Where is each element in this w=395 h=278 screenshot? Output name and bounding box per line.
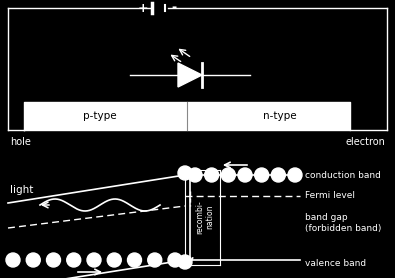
Circle shape — [168, 253, 182, 267]
Text: n-type: n-type — [263, 111, 297, 121]
Text: -: - — [171, 1, 177, 14]
Text: conduction band: conduction band — [305, 170, 381, 180]
Circle shape — [288, 168, 302, 182]
Circle shape — [26, 253, 40, 267]
Text: +: + — [138, 1, 148, 14]
Circle shape — [255, 168, 269, 182]
Circle shape — [178, 166, 192, 180]
Circle shape — [205, 168, 219, 182]
Polygon shape — [178, 63, 202, 87]
Circle shape — [47, 253, 60, 267]
Circle shape — [221, 168, 235, 182]
Circle shape — [188, 168, 202, 182]
Circle shape — [87, 253, 101, 267]
Text: light: light — [10, 185, 33, 195]
Text: hole: hole — [10, 137, 31, 147]
Text: electron: electron — [345, 137, 385, 147]
Bar — [24, 102, 350, 130]
Text: Fermi level: Fermi level — [305, 192, 355, 200]
Circle shape — [271, 168, 285, 182]
Circle shape — [238, 168, 252, 182]
Text: recombi-
nation: recombi- nation — [195, 200, 215, 234]
Circle shape — [107, 253, 121, 267]
Text: valence band: valence band — [305, 259, 366, 267]
Circle shape — [148, 253, 162, 267]
Circle shape — [128, 253, 141, 267]
Circle shape — [67, 253, 81, 267]
Text: band gap
(forbidden band): band gap (forbidden band) — [305, 213, 382, 233]
Circle shape — [178, 255, 192, 269]
Text: p-type: p-type — [83, 111, 117, 121]
Circle shape — [6, 253, 20, 267]
